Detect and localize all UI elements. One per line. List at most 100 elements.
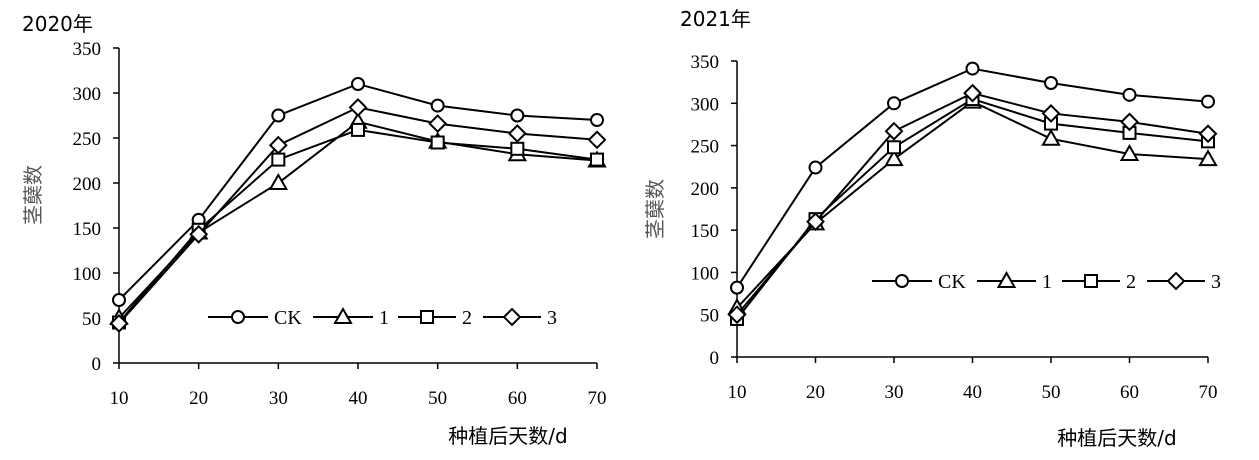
- data-point-3-20: [189, 224, 209, 244]
- x-tick-label: 60: [1120, 382, 1139, 403]
- data-point-3-60: [507, 124, 527, 143]
- data-point-CK-10: [730, 280, 744, 295]
- data-point-CK-60: [510, 108, 525, 123]
- data-point-CK-60: [1122, 87, 1137, 102]
- data-point-CK-40: [965, 61, 980, 76]
- series-3: [109, 97, 607, 333]
- data-point-2-30: [887, 140, 901, 155]
- legend-marker-CK: [895, 274, 909, 288]
- legend-label-CK: CK: [274, 307, 302, 329]
- data-point-3-60: [1120, 112, 1139, 132]
- y-tick-label: 50: [82, 309, 101, 330]
- series-CK: [112, 77, 604, 307]
- data-point-1-60: [1119, 144, 1140, 162]
- legend-marker-3: [502, 307, 522, 327]
- x-tick-label: 30: [269, 388, 288, 409]
- x-tick-label: 40: [349, 388, 368, 409]
- data-point-CK-70: [590, 113, 604, 127]
- legend-label-1: 1: [379, 307, 389, 329]
- x-tick-label: 70: [1199, 382, 1218, 403]
- data-point-CK-40: [351, 77, 365, 91]
- y-tick-label: 200: [691, 179, 720, 200]
- data-point-3-50: [428, 114, 448, 134]
- series-line-1: [736, 100, 1209, 309]
- data-point-3-10: [109, 313, 129, 333]
- data-point-2-40: [351, 122, 365, 137]
- data-point-3-30: [884, 121, 904, 141]
- series-1: [109, 111, 607, 325]
- y-tick-label: 200: [73, 174, 102, 195]
- legend-marker-1: [996, 270, 1017, 288]
- x-tick-label: 50: [428, 388, 447, 409]
- data-point-2-60: [510, 141, 525, 156]
- y-axis-label: 茎蘖数: [21, 165, 45, 225]
- chart-title: 2020年: [22, 12, 93, 36]
- series-2: [730, 92, 1215, 326]
- data-point-3-50: [1041, 104, 1061, 123]
- y-tick-label: 150: [691, 221, 720, 242]
- y-tick-label: 300: [691, 94, 720, 115]
- x-tick-label: 10: [110, 388, 129, 409]
- legend: CK 1 2 3: [208, 306, 557, 329]
- legend: CK 1 2 3: [872, 270, 1221, 293]
- y-tick-label: 0: [92, 354, 102, 375]
- data-point-2-70: [590, 152, 604, 167]
- data-point-3-40: [963, 83, 982, 103]
- data-point-3-10: [727, 305, 747, 325]
- series-1: [727, 91, 1218, 315]
- legend-label-1: 1: [1042, 271, 1052, 293]
- y-axis-label: 茎蘖数: [643, 179, 667, 239]
- data-point-CK-50: [1044, 75, 1058, 90]
- series-line-2: [736, 97, 1209, 320]
- y-tick-label: 150: [73, 219, 102, 240]
- y-tick-label: 250: [691, 137, 720, 158]
- legend-label-CK: CK: [938, 271, 966, 293]
- x-tick-label: 10: [728, 382, 747, 403]
- x-tick-label: 60: [508, 388, 527, 409]
- data-point-CK-70: [1201, 94, 1215, 109]
- data-point-1-70: [1198, 149, 1218, 167]
- series-CK: [730, 61, 1215, 295]
- data-point-3-20: [806, 212, 825, 232]
- data-point-CK-20: [808, 160, 823, 175]
- x-tick-label: 20: [806, 382, 825, 403]
- data-point-1-30: [268, 172, 289, 190]
- data-point-1-30: [884, 149, 904, 167]
- x-tick-label: 20: [189, 388, 208, 409]
- y-tick-label: 300: [73, 84, 102, 105]
- x-axis-label: 种植后天数/d: [448, 424, 567, 448]
- data-point-CK-10: [112, 293, 126, 307]
- x-axis-label: 种植后天数/d: [1057, 426, 1176, 450]
- series-line-1: [118, 120, 598, 319]
- y-tick-label: 350: [691, 52, 720, 73]
- x-tick-label: 40: [963, 382, 982, 403]
- legend-marker-2: [1084, 274, 1098, 288]
- x-tick-label: 30: [885, 382, 904, 403]
- legend-label-3: 3: [1211, 271, 1221, 293]
- y-tick-label: 100: [691, 263, 720, 284]
- y-tick-label: 0: [710, 348, 720, 369]
- data-point-2-50: [430, 135, 445, 150]
- legend-marker-CK: [231, 310, 245, 324]
- y-tick-label: 50: [700, 306, 719, 327]
- y-tick-label: 100: [73, 264, 102, 285]
- legend-label-2: 2: [1126, 271, 1136, 293]
- data-point-CK-30: [271, 108, 286, 123]
- data-point-3-70: [1198, 124, 1218, 144]
- series-line-3: [736, 92, 1209, 316]
- data-point-3-40: [348, 97, 368, 117]
- series-line-3: [118, 106, 598, 325]
- data-point-CK-50: [430, 98, 445, 113]
- y-tick-label: 350: [73, 39, 102, 60]
- legend-marker-2: [420, 310, 434, 324]
- data-point-1-50: [1041, 128, 1061, 146]
- data-point-3-70: [587, 130, 607, 150]
- data-point-CK-30: [887, 96, 901, 111]
- x-tick-label: 70: [588, 388, 607, 409]
- chart-panel-2020年: 2020年 0 50 100 150 200 250 300 350 10 20 30 40 50 60 70…: [21, 12, 607, 448]
- legend-marker-1: [333, 306, 353, 324]
- x-tick-label: 50: [1042, 382, 1061, 403]
- chart-panel-2021年: 2021年 0 50 100 150 200 250 300 350 10 20 30 40 50 60 70…: [643, 7, 1221, 450]
- legend-label-2: 2: [462, 307, 472, 329]
